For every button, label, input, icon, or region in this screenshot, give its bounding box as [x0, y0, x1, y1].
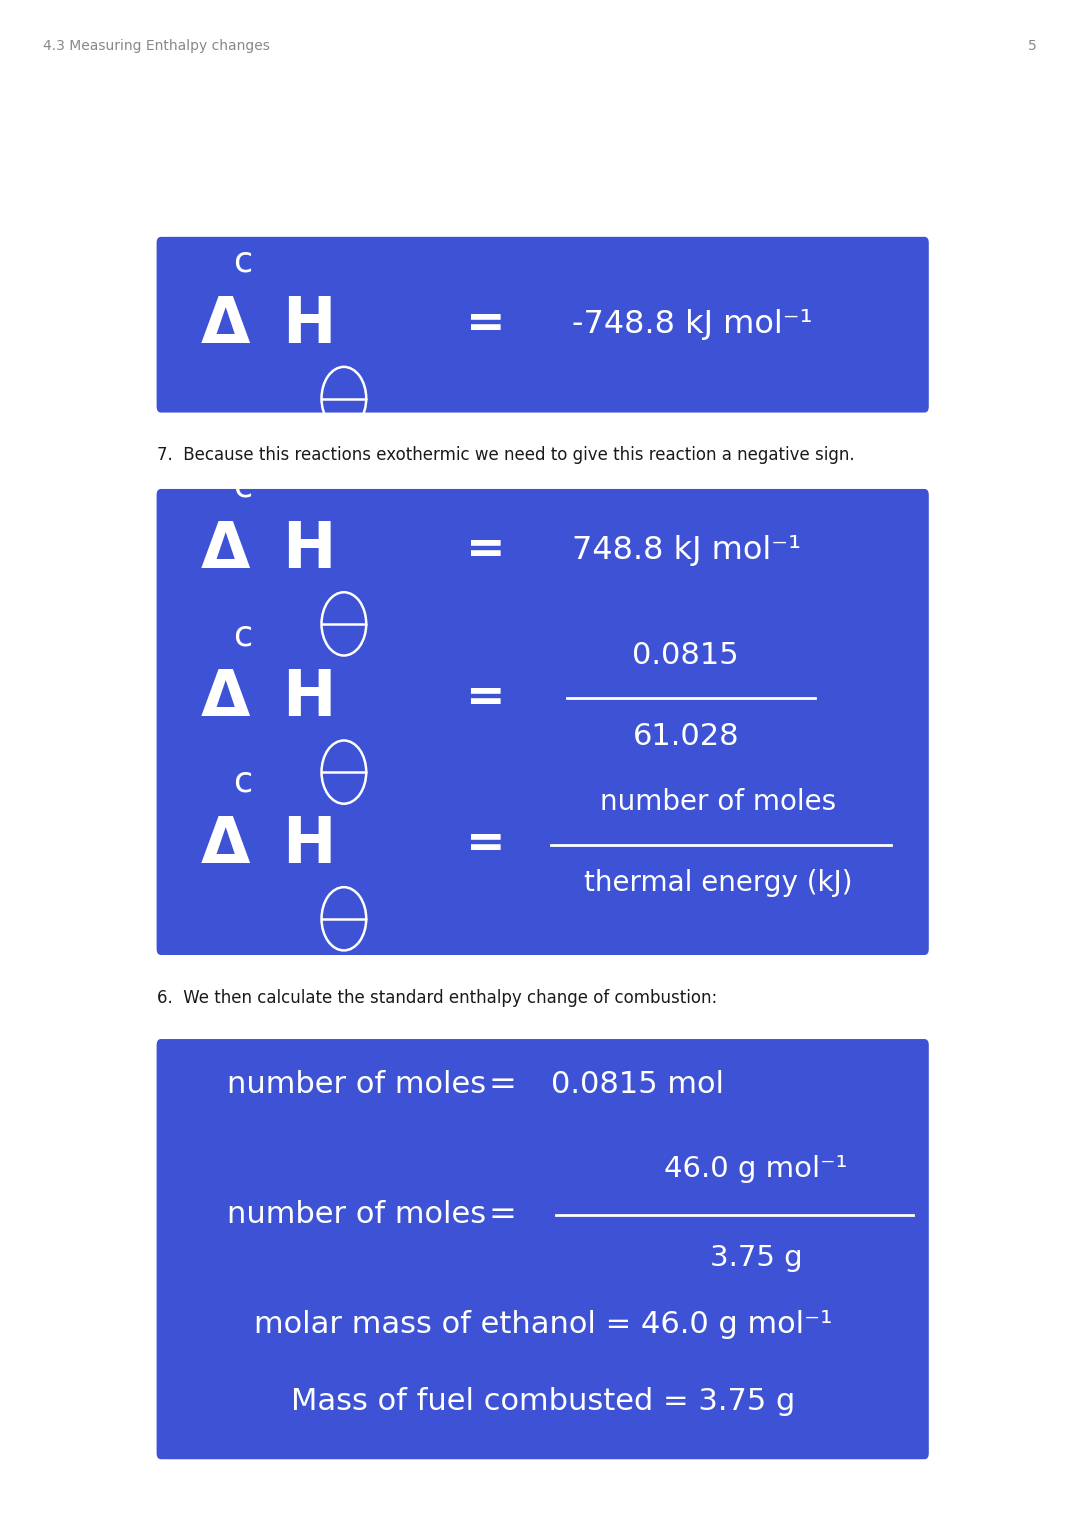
- Text: 0.0815 mol: 0.0815 mol: [551, 1071, 724, 1099]
- Text: 5: 5: [1028, 38, 1037, 53]
- Text: 6.  We then calculate the standard enthalpy change of combustion:: 6. We then calculate the standard enthal…: [157, 989, 717, 1007]
- Text: 4.3 Measuring Enthalpy changes: 4.3 Measuring Enthalpy changes: [43, 38, 270, 53]
- Text: Mass of fuel combusted = 3.75 g: Mass of fuel combusted = 3.75 g: [291, 1387, 795, 1415]
- Text: number of moles: number of moles: [600, 788, 836, 816]
- Text: c: c: [233, 617, 253, 652]
- Text: =: =: [488, 1198, 516, 1232]
- Text: =: =: [467, 822, 505, 868]
- Text: 46.0 g mol⁻¹: 46.0 g mol⁻¹: [664, 1155, 848, 1183]
- Text: $\mathbf{\Delta}$: $\mathbf{\Delta}$: [200, 814, 251, 876]
- Text: H: H: [282, 293, 335, 356]
- Text: =: =: [467, 303, 505, 347]
- Text: $\mathbf{\Delta}$: $\mathbf{\Delta}$: [200, 293, 251, 356]
- Text: =: =: [467, 675, 505, 721]
- Text: H: H: [282, 814, 335, 876]
- Text: =: =: [467, 527, 505, 573]
- Text: $\mathbf{\Delta}$: $\mathbf{\Delta}$: [200, 520, 251, 581]
- Text: H: H: [282, 520, 335, 581]
- Text: =: =: [488, 1068, 516, 1102]
- Text: 3.75 g: 3.75 g: [710, 1244, 802, 1271]
- Text: 61.028: 61.028: [633, 723, 739, 750]
- Text: thermal energy (kJ): thermal energy (kJ): [584, 869, 852, 897]
- Text: 0.0815: 0.0815: [633, 642, 739, 669]
- Text: c: c: [233, 244, 253, 278]
- Text: number of moles: number of moles: [227, 1201, 486, 1229]
- FancyBboxPatch shape: [157, 237, 929, 413]
- Text: -748.8 kJ mol⁻¹: -748.8 kJ mol⁻¹: [572, 309, 813, 341]
- Text: H: H: [282, 668, 335, 729]
- Text: c: c: [233, 764, 253, 799]
- Text: 748.8 kJ mol⁻¹: 748.8 kJ mol⁻¹: [572, 535, 801, 565]
- Text: molar mass of ethanol = 46.0 g mol⁻¹: molar mass of ethanol = 46.0 g mol⁻¹: [254, 1311, 832, 1339]
- Text: number of moles: number of moles: [227, 1071, 486, 1099]
- FancyBboxPatch shape: [157, 489, 929, 955]
- Text: 7.  Because this reactions exothermic we need to give this reaction a negative s: 7. Because this reactions exothermic we …: [157, 446, 854, 465]
- FancyBboxPatch shape: [157, 1039, 929, 1459]
- Text: $\mathbf{\Delta}$: $\mathbf{\Delta}$: [200, 668, 251, 729]
- Text: c: c: [233, 469, 253, 504]
